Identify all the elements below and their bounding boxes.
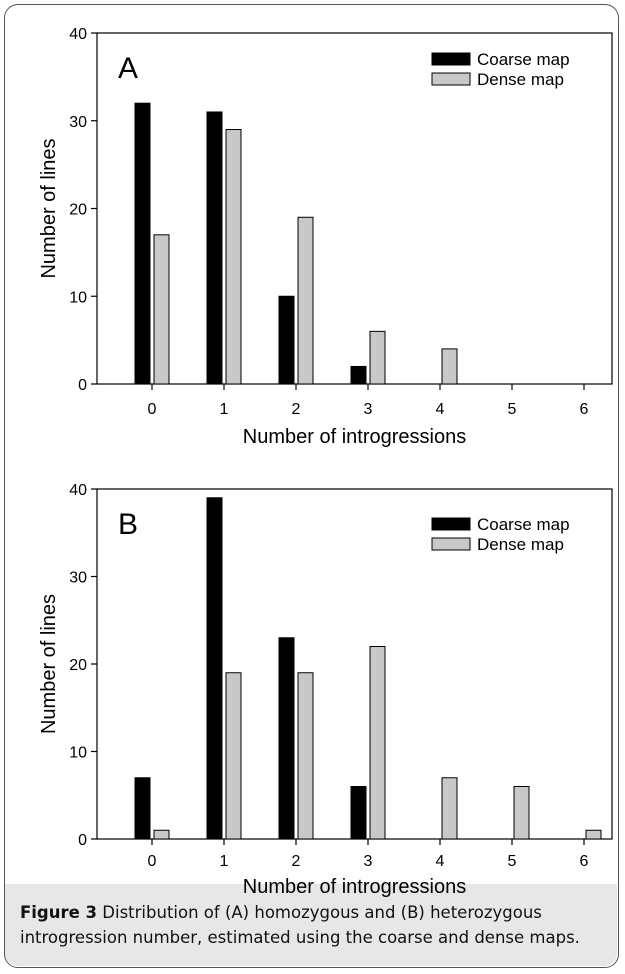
x-tick-label: 3 (364, 853, 373, 870)
y-tick-label: 20 (69, 202, 87, 219)
y-axis-label: Number of lines (38, 594, 60, 734)
y-tick-label: 0 (78, 832, 87, 849)
x-tick-label: 0 (148, 401, 157, 418)
x-tick-label: 0 (148, 853, 157, 870)
x-tick-label: 2 (292, 401, 301, 418)
bar-dense-4 (441, 348, 458, 385)
x-tick-label: 5 (508, 401, 517, 418)
x-tick-label: 4 (436, 401, 445, 418)
chart-panel-b: 0 10 20 30 40 0 1 2 3 4 5 6 Number of introgressions… (38, 482, 613, 898)
bar-dense-2 (297, 672, 314, 840)
bar-coarse-3 (350, 786, 367, 840)
x-tick-label: 1 (220, 401, 229, 418)
legend-label-coarse: Coarse map (477, 50, 570, 69)
bar-coarse-1 (206, 111, 223, 385)
y-axis-label: Number of lines (38, 138, 60, 278)
bar-dense-6 (585, 829, 602, 840)
legend-label-coarse: Coarse map (477, 515, 570, 534)
x-tick-label: 4 (436, 853, 445, 870)
y-tick-label: 30 (69, 114, 87, 131)
x-tick-label: 5 (508, 853, 517, 870)
y-tick-label: 40 (69, 26, 87, 43)
y-tick-label: 30 (69, 570, 87, 587)
bar-dense-4 (441, 777, 458, 840)
bar-dense-1 (225, 129, 242, 385)
bar-coarse-1 (206, 497, 223, 840)
bar-coarse-2 (278, 295, 295, 385)
caption-label: Figure 3 (20, 903, 98, 922)
bar-dense-5 (513, 786, 530, 840)
x-tick-label: 6 (580, 401, 589, 418)
bar-coarse-2 (278, 637, 295, 840)
legend-swatch-dense (431, 72, 471, 86)
x-tick-label: 2 (292, 853, 301, 870)
figure-caption: Figure 3 Distribution of (A) homozygous … (20, 900, 610, 950)
x-tick-label: 6 (580, 853, 589, 870)
caption-band (5, 884, 617, 966)
bar-coarse-3 (350, 365, 367, 385)
legend-swatch-coarse (431, 52, 471, 66)
chart-panel-a: 0 10 20 30 40 0 1 2 3 4 5 6 Number of introgressions… (38, 26, 613, 448)
legend-swatch-coarse (431, 517, 471, 531)
legend-swatch-dense (431, 537, 471, 551)
bar-dense-3 (369, 330, 386, 385)
x-tick-label: 1 (220, 853, 229, 870)
y-tick-label: 0 (78, 377, 87, 394)
bar-dense-2 (297, 216, 314, 385)
bar-dense-0 (153, 234, 170, 385)
bar-dense-1 (225, 672, 242, 840)
x-axis-label: Number of introgressions (243, 876, 466, 898)
y-tick-label: 20 (69, 657, 87, 674)
panel-letter: A (118, 52, 138, 85)
bar-dense-0 (153, 829, 170, 840)
panel-letter: B (118, 508, 138, 541)
bar-coarse-0 (134, 777, 151, 840)
legend-label-dense: Dense map (477, 535, 564, 554)
legend-label-dense: Dense map (477, 70, 564, 89)
caption-text: Distribution of (A) homozygous and (B) h… (20, 903, 580, 947)
y-tick-label: 10 (69, 289, 87, 306)
y-tick-label: 40 (69, 482, 87, 499)
bar-dense-3 (369, 646, 386, 840)
bar-coarse-0 (134, 102, 151, 385)
x-tick-label: 3 (364, 401, 373, 418)
y-tick-label: 10 (69, 745, 87, 762)
x-axis-label: Number of introgressions (243, 426, 466, 448)
